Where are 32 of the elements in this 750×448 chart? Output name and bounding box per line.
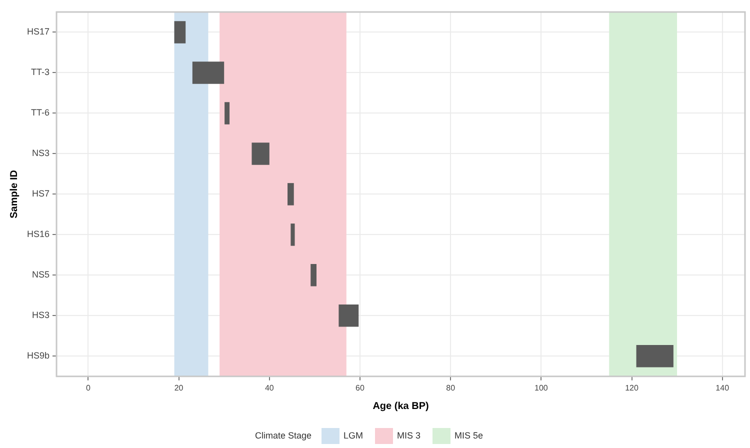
y-tick-label: HS16	[27, 229, 50, 240]
bar	[224, 102, 230, 124]
bar	[310, 264, 317, 286]
y-tick-label: HS7	[32, 188, 50, 199]
x-tick-label: 140	[716, 383, 730, 392]
x-tick-label: 40	[264, 383, 274, 392]
x-axis-title: Age (ka BP)	[372, 400, 429, 412]
bar	[288, 183, 294, 206]
x-tick-label: 60	[356, 383, 365, 392]
x-tick-label: 20	[174, 383, 184, 392]
bar	[338, 304, 359, 327]
y-tick-label: HS17	[27, 26, 50, 37]
legend-label: MIS 3	[397, 430, 421, 440]
bar	[636, 345, 674, 368]
x-tick-label: 80	[446, 383, 456, 392]
legend-label: MIS 5e	[454, 430, 484, 440]
x-tick-label: 100	[534, 383, 548, 392]
y-tick-label: HS3	[32, 310, 50, 320]
bar	[252, 142, 270, 165]
y-axis-title: Sample ID	[8, 170, 20, 218]
y-tick-label: TT-3	[31, 67, 50, 78]
bar	[174, 21, 186, 44]
x-tick-label: 0	[86, 383, 91, 392]
x-tick-label: 120	[625, 383, 639, 392]
bar	[192, 62, 224, 84]
legend-label: LGM	[344, 430, 364, 440]
y-tick-label: HS9b	[27, 350, 50, 361]
y-tick-label: NS3	[32, 148, 50, 158]
y-tick-label: TT-6	[31, 108, 50, 118]
bar	[290, 224, 295, 246]
y-tick-label: NS5	[32, 270, 50, 280]
legend-title: Climate Stage	[254, 430, 312, 440]
